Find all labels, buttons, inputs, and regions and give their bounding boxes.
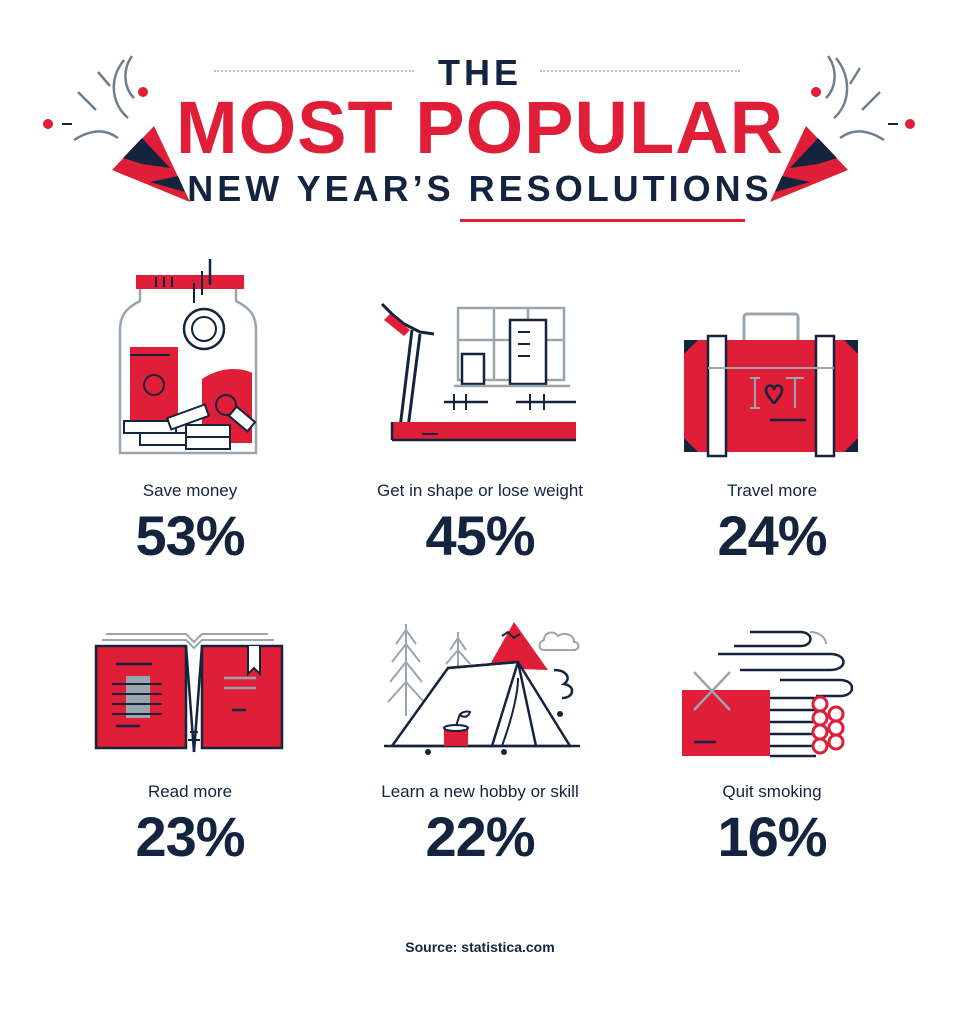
resolution-percent-get-in-shape: 45% — [425, 504, 535, 567]
party-popper-right-icon — [770, 55, 915, 202]
resolution-label-get-in-shape: Get in shape or lose weight — [376, 481, 583, 500]
title-subtitle: NEW YEAR’S RESOLUTIONS — [187, 168, 773, 209]
title-dots-left — [214, 70, 414, 72]
title-underline — [460, 219, 745, 222]
party-popper-left-icon — [43, 55, 190, 202]
resolution-label-read-more: Read more — [147, 782, 233, 801]
title-dots-right — [540, 70, 740, 72]
title-the: THE — [438, 52, 522, 93]
suitcase-icon — [684, 312, 858, 458]
resolution-label-save-money: Save money — [142, 481, 238, 500]
book-icon — [94, 633, 284, 753]
resolution-label-travel-more: Travel more — [726, 481, 818, 500]
resolution-percent-travel-more: 24% — [717, 504, 827, 567]
resolution-percent-learn-hobby: 22% — [425, 805, 535, 868]
resolution-label-learn-hobby: Learn a new hobby or skill — [381, 782, 579, 801]
money-jar-icon — [118, 259, 258, 455]
resolution-label-quit-smoking: Quit smoking — [722, 782, 822, 801]
resolution-percent-save-money: 53% — [135, 504, 245, 567]
source-note: Source: statistica.com — [405, 939, 555, 955]
resolution-percent-read-more: 23% — [135, 805, 245, 868]
cigarettes-icon — [682, 630, 854, 758]
resolution-percent-quit-smoking: 16% — [717, 805, 827, 868]
treadmill-icon — [380, 302, 576, 442]
tent-icon — [384, 622, 580, 755]
title-main: MOST POPULAR — [175, 86, 785, 169]
